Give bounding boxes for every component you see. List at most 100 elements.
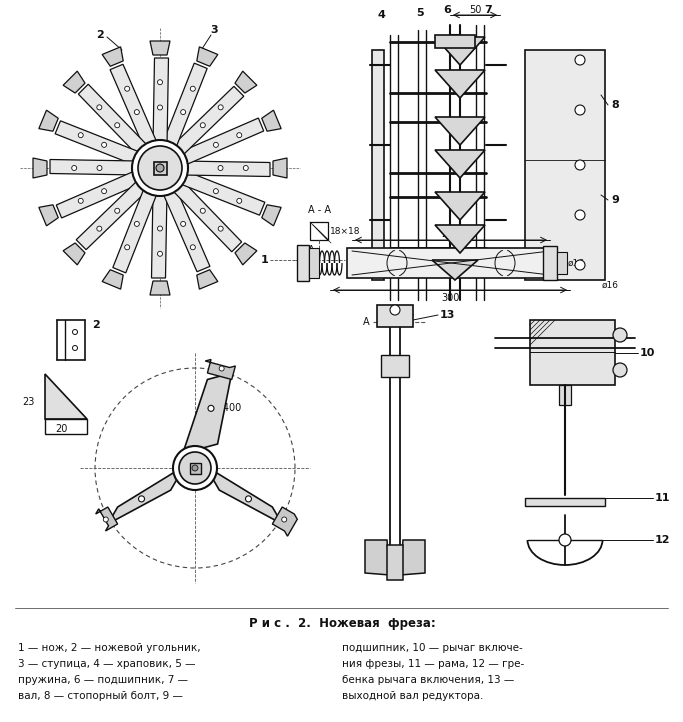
Text: 6: 6 bbox=[443, 5, 451, 15]
Polygon shape bbox=[56, 170, 142, 218]
Circle shape bbox=[135, 222, 139, 227]
Polygon shape bbox=[45, 419, 87, 434]
Polygon shape bbox=[162, 63, 207, 150]
Polygon shape bbox=[39, 205, 58, 226]
Circle shape bbox=[237, 133, 242, 138]
Polygon shape bbox=[50, 160, 138, 175]
Text: 2: 2 bbox=[96, 30, 104, 40]
Circle shape bbox=[180, 222, 186, 227]
Circle shape bbox=[559, 534, 571, 546]
Polygon shape bbox=[162, 186, 210, 271]
Circle shape bbox=[97, 165, 102, 170]
Circle shape bbox=[79, 199, 83, 204]
Polygon shape bbox=[171, 87, 244, 157]
Circle shape bbox=[218, 105, 223, 110]
Circle shape bbox=[103, 517, 109, 522]
Text: 3: 3 bbox=[210, 25, 218, 35]
Polygon shape bbox=[365, 540, 390, 575]
Polygon shape bbox=[178, 170, 265, 215]
Polygon shape bbox=[152, 190, 167, 278]
Circle shape bbox=[115, 123, 120, 128]
Polygon shape bbox=[435, 35, 475, 48]
Polygon shape bbox=[178, 118, 264, 166]
Polygon shape bbox=[102, 47, 123, 66]
Circle shape bbox=[72, 346, 77, 350]
Text: 3 — ступица, 4 — храповик, 5 —: 3 — ступица, 4 — храповик, 5 — bbox=[18, 659, 195, 669]
Circle shape bbox=[173, 446, 217, 490]
Polygon shape bbox=[387, 545, 403, 580]
Circle shape bbox=[135, 110, 139, 115]
Text: A - A: A - A bbox=[308, 205, 331, 215]
Polygon shape bbox=[102, 270, 123, 289]
Polygon shape bbox=[197, 47, 218, 66]
Circle shape bbox=[245, 496, 251, 502]
Circle shape bbox=[72, 329, 77, 334]
Polygon shape bbox=[150, 281, 170, 295]
Circle shape bbox=[191, 245, 195, 250]
Polygon shape bbox=[435, 192, 485, 220]
Bar bbox=[525, 498, 605, 506]
Text: 300: 300 bbox=[441, 293, 459, 303]
Circle shape bbox=[213, 142, 219, 147]
Polygon shape bbox=[435, 150, 485, 178]
Text: 8: 8 bbox=[611, 100, 619, 110]
Polygon shape bbox=[235, 243, 257, 265]
Circle shape bbox=[115, 208, 120, 213]
Text: 11: 11 bbox=[655, 493, 671, 503]
Bar bbox=[559, 385, 571, 405]
Text: 13: 13 bbox=[440, 310, 456, 320]
Circle shape bbox=[180, 110, 186, 115]
Text: 18×18: 18×18 bbox=[330, 227, 361, 235]
Polygon shape bbox=[39, 110, 58, 131]
Circle shape bbox=[102, 188, 107, 193]
Circle shape bbox=[125, 86, 130, 91]
Circle shape bbox=[179, 452, 211, 484]
Polygon shape bbox=[113, 186, 158, 273]
Circle shape bbox=[97, 105, 102, 110]
Polygon shape bbox=[262, 205, 281, 226]
Circle shape bbox=[139, 496, 145, 502]
Circle shape bbox=[281, 517, 287, 522]
Circle shape bbox=[102, 142, 107, 147]
Text: бенка рычага включения, 13 —: бенка рычага включения, 13 — bbox=[342, 675, 514, 685]
Text: 50: 50 bbox=[469, 5, 482, 15]
Polygon shape bbox=[110, 64, 158, 150]
Circle shape bbox=[79, 133, 83, 138]
Polygon shape bbox=[435, 70, 485, 98]
Text: ø16: ø16 bbox=[568, 258, 585, 267]
Circle shape bbox=[192, 465, 198, 471]
Polygon shape bbox=[206, 466, 282, 524]
Circle shape bbox=[138, 146, 182, 190]
Bar bbox=[530, 320, 615, 385]
Text: 2: 2 bbox=[92, 320, 100, 330]
Text: 1 — нож, 2 — ножевой угольник,: 1 — нож, 2 — ножевой угольник, bbox=[18, 643, 201, 653]
Circle shape bbox=[613, 363, 627, 377]
Polygon shape bbox=[435, 117, 485, 145]
Text: 9: 9 bbox=[611, 195, 619, 205]
Text: A: A bbox=[363, 317, 370, 327]
Text: A: A bbox=[308, 245, 315, 255]
Bar bbox=[347, 248, 555, 278]
Circle shape bbox=[158, 226, 163, 231]
Circle shape bbox=[218, 165, 223, 170]
Polygon shape bbox=[183, 373, 232, 453]
Text: подшипник, 10 — рычаг включе-: подшипник, 10 — рычаг включе- bbox=[342, 643, 522, 653]
Circle shape bbox=[575, 55, 585, 65]
Polygon shape bbox=[182, 161, 270, 176]
Polygon shape bbox=[197, 270, 218, 289]
Circle shape bbox=[97, 226, 102, 231]
Text: 10: 10 bbox=[640, 348, 656, 358]
Bar bbox=[189, 463, 201, 474]
Bar bbox=[309, 248, 319, 278]
Polygon shape bbox=[400, 540, 425, 575]
Polygon shape bbox=[79, 84, 150, 157]
Bar bbox=[381, 355, 409, 377]
Bar bbox=[525, 50, 605, 280]
Polygon shape bbox=[206, 360, 236, 380]
Circle shape bbox=[219, 366, 224, 371]
Text: вал, 8 — стопорный болт, 9 —: вал, 8 — стопорный болт, 9 — bbox=[18, 691, 183, 701]
Text: 1: 1 bbox=[261, 255, 269, 265]
Text: ø16: ø16 bbox=[602, 281, 619, 290]
Text: пружина, 6 — подшипник, 7 —: пружина, 6 — подшипник, 7 — bbox=[18, 675, 188, 685]
Text: ø400: ø400 bbox=[218, 403, 242, 413]
